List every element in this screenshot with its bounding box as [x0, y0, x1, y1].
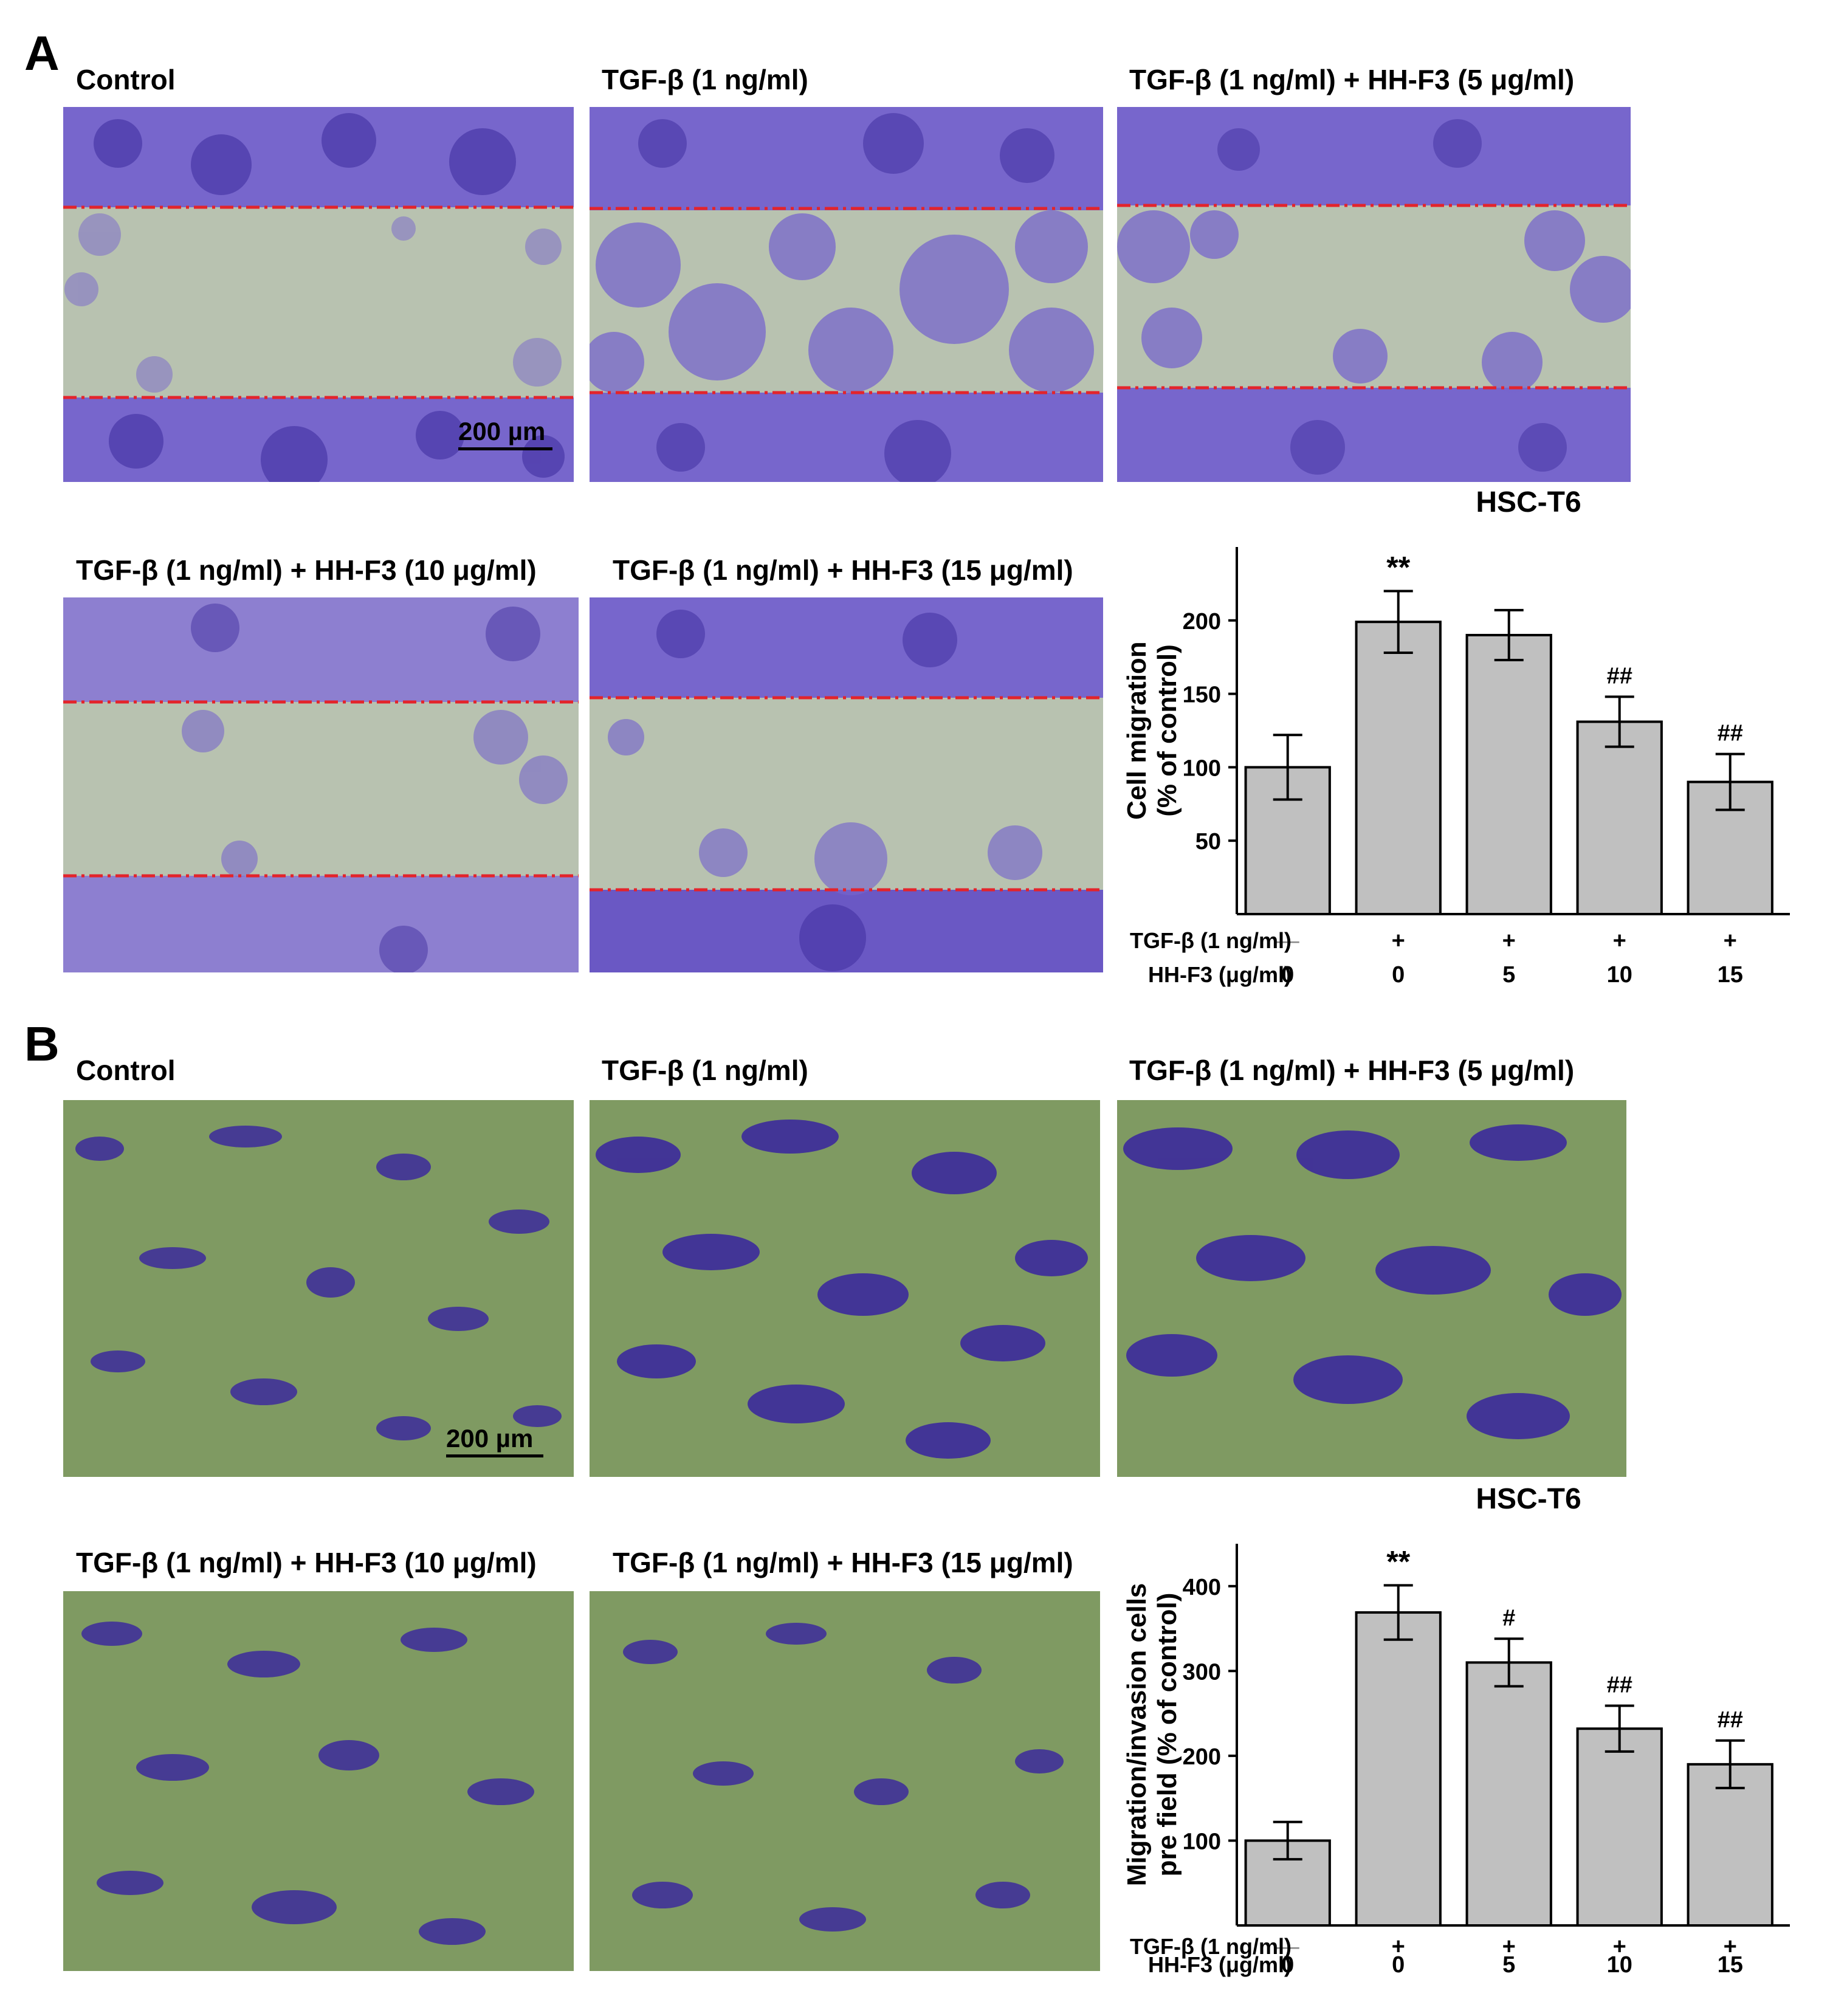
bar [1465, 1661, 1552, 1927]
y-axis-label: pre field (% of control) [1152, 1593, 1182, 1877]
tgf-row-value: + [1613, 1934, 1626, 1959]
scratch-image-hh15 [590, 597, 1103, 972]
scratch-image-hh5 [1117, 107, 1631, 482]
image-label-a-hh10: TGF-β (1 ng/ml) + HH-F3 (10 μg/ml) [76, 554, 537, 586]
significance-label: ** [1386, 1544, 1410, 1578]
significance-label: ## [1718, 721, 1743, 746]
tgf-row-value: + [1502, 1934, 1516, 1959]
y-tick-label: 50 [1195, 829, 1221, 855]
bar [1355, 1611, 1442, 1927]
scale-bar-label-b: 200 µm [446, 1424, 534, 1453]
bar [1465, 633, 1552, 916]
scale-bar-label-a: 200 µm [458, 417, 546, 446]
chart-b-svg: HSC-T6 Migration/invasion cells pre field … [1122, 1483, 1790, 1978]
chart-title: HSC-T6 [1476, 1483, 1581, 1515]
tgf-row-value: + [1613, 928, 1626, 954]
bar [1355, 621, 1442, 915]
hh-row-value: 0 [1281, 962, 1294, 988]
y-tick-label: 150 [1183, 683, 1221, 708]
tgf-row-value: + [1502, 928, 1516, 954]
hh-row-value: 5 [1502, 1952, 1515, 1978]
transwell-image-hh5 [1117, 1100, 1626, 1477]
panel-letter-b: B [24, 1017, 60, 1071]
transwell-image-hh15 [590, 1591, 1100, 1971]
image-label-b-hh5: TGF-β (1 ng/ml) + HH-F3 (5 μg/ml) [1129, 1054, 1575, 1086]
image-label-b-hh15: TGF-β (1 ng/ml) + HH-F3 (15 μg/ml) [613, 1547, 1073, 1578]
hh-row-value: 10 [1607, 962, 1632, 988]
y-axis-label: Migration/invasion cells [1122, 1583, 1152, 1887]
hh-row-value: 0 [1392, 1952, 1405, 1978]
y-axis-label: (% of control) [1152, 644, 1182, 817]
y-tick-label: 300 [1183, 1659, 1221, 1685]
image-label-a-control: Control [76, 64, 176, 95]
tgf-row-label: TGF-β (1 ng/ml) [1130, 1934, 1292, 1959]
tgf-row-value: + [1392, 1934, 1405, 1959]
transwell-image-hh10 [63, 1591, 574, 1971]
y-tick-label: 400 [1183, 1575, 1221, 1600]
y-tick-label: 100 [1183, 1829, 1221, 1854]
bar [1576, 720, 1663, 915]
scratch-image-control: 200 µm [63, 107, 574, 482]
hh-row-value: 0 [1392, 962, 1405, 988]
chart-title: HSC-T6 [1476, 486, 1581, 518]
bar [1576, 1727, 1663, 1927]
significance-label: ## [1607, 1673, 1632, 1698]
scratch-image-tgf [590, 107, 1103, 482]
chart-b: HSC-T6 Migration/invasion cells pre field … [1109, 1477, 1830, 1981]
hh-row-value: 0 [1281, 1952, 1294, 1978]
hh-row-value: 10 [1607, 1952, 1632, 1978]
transwell-image-control: 200 µm [63, 1100, 574, 1477]
image-label-a-hh5: TGF-β (1 ng/ml) + HH-F3 (5 μg/ml) [1129, 64, 1575, 95]
tgf-row-value: + [1724, 1934, 1737, 1959]
y-tick-label: 200 [1183, 1744, 1221, 1770]
image-label-a-hh15: TGF-β (1 ng/ml) + HH-F3 (15 μg/ml) [613, 554, 1073, 586]
hh-row-value: 5 [1502, 962, 1515, 988]
tgf-row-value: + [1392, 928, 1405, 954]
scratch-image-hh10 [63, 597, 579, 972]
y-axis-label: Cell migration [1122, 641, 1152, 819]
hh-row-label: HH-F3 (μg/ml) [1148, 962, 1292, 987]
image-label-b-hh10: TGF-β (1 ng/ml) + HH-F3 (10 μg/ml) [76, 1547, 537, 1578]
significance-label: # [1502, 1605, 1515, 1631]
y-tick-label: 100 [1183, 755, 1221, 781]
y-tick-label: 200 [1183, 609, 1221, 635]
significance-label: ## [1718, 1707, 1743, 1733]
image-label-b-control: Control [76, 1054, 176, 1086]
tgf-row-label: TGF-β (1 ng/ml) [1130, 928, 1292, 953]
tgf-row-value: — [1276, 1934, 1299, 1959]
hh-row-value: 15 [1718, 1952, 1743, 1978]
hh-row-label: HH-F3 (μg/ml) [1148, 1952, 1292, 1977]
transwell-image-tgf [590, 1100, 1100, 1477]
bar [1687, 1763, 1773, 1927]
panel-letter-a: A [24, 26, 60, 80]
chart-a: HSC-T6 Cell migration (% of control) 50 100 1… [1109, 480, 1830, 997]
hh-row-value: 15 [1718, 962, 1743, 988]
significance-label: ## [1607, 663, 1632, 689]
significance-label: ** [1386, 550, 1410, 584]
image-label-b-tgf: TGF-β (1 ng/ml) [602, 1054, 808, 1086]
tgf-row-value: + [1724, 928, 1737, 954]
image-label-a-tgf: TGF-β (1 ng/ml) [602, 64, 808, 95]
tgf-row-value: — [1276, 928, 1299, 954]
